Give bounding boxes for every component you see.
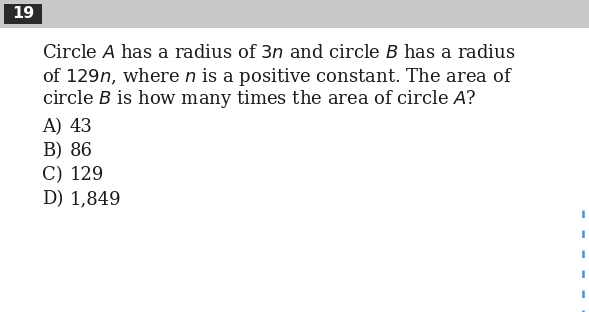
Text: A): A) [42, 118, 62, 136]
Text: 43: 43 [70, 118, 93, 136]
Text: Circle $A$ has a radius of $3n$ and circle $B$ has a radius: Circle $A$ has a radius of $3n$ and circ… [42, 44, 515, 62]
Text: circle $B$ is how many times the area of circle $A$?: circle $B$ is how many times the area of… [42, 88, 477, 110]
Text: 1,849: 1,849 [70, 190, 121, 208]
Text: 86: 86 [70, 142, 93, 160]
Text: 19: 19 [12, 7, 34, 22]
Text: of $129n$, where $n$ is a positive constant. The area of: of $129n$, where $n$ is a positive const… [42, 66, 513, 88]
Text: D): D) [42, 190, 64, 208]
Text: B): B) [42, 142, 62, 160]
FancyBboxPatch shape [0, 0, 589, 28]
Text: C): C) [42, 166, 63, 184]
FancyBboxPatch shape [4, 4, 42, 24]
Text: 129: 129 [70, 166, 104, 184]
